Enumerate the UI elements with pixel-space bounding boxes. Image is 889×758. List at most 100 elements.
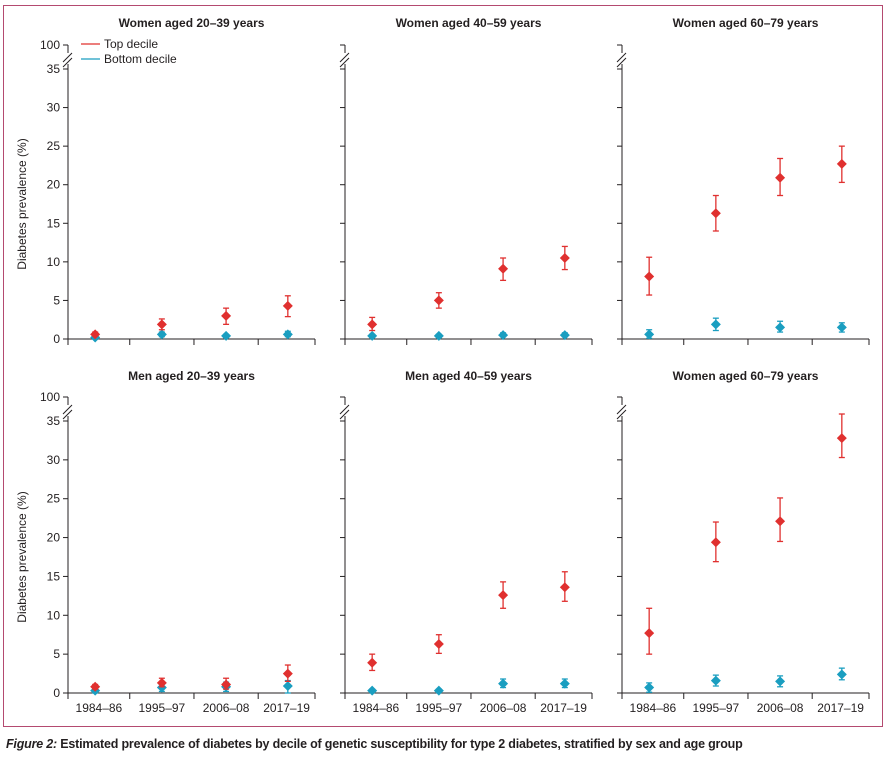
bottom-decile-point — [710, 319, 721, 330]
y-tick-label: 25 — [47, 492, 61, 506]
top-decile-point — [710, 537, 721, 548]
axis-break-mark — [62, 52, 73, 63]
top-decile-point — [644, 271, 655, 282]
bottom-decile-point — [644, 329, 655, 340]
y-tick-label: 5 — [53, 647, 60, 661]
y-tick-label: 30 — [47, 453, 61, 467]
y-tick-label: 5 — [53, 293, 60, 307]
panel-6: Women aged 60–79 years 1984–86 1995–97 2006… — [616, 369, 870, 715]
top-decile-point — [559, 253, 570, 263]
y-tick-label: 20 — [47, 178, 61, 192]
bottom-decile-point — [282, 681, 293, 692]
bottom-decile-point — [433, 685, 444, 696]
y-tick-label: 35 — [47, 62, 61, 76]
x-tick-label: 2017–19 — [817, 701, 864, 715]
panel-title: Women aged 60–79 years — [673, 369, 819, 383]
top-decile-point — [367, 657, 378, 668]
axis-break-mark — [616, 404, 627, 415]
x-tick-label: 1995–97 — [416, 701, 463, 715]
axis-break-mark — [339, 57, 350, 68]
y-tick-label: 20 — [47, 531, 61, 545]
bottom-decile-point — [221, 330, 232, 341]
axis-break-mark — [339, 404, 350, 415]
axis-break-mark — [339, 409, 350, 420]
y-tick-label: 25 — [47, 139, 61, 153]
axis-break-mark — [616, 52, 627, 63]
panel-2: Women aged 40–59 years — [339, 16, 593, 345]
bottom-decile-point — [367, 685, 378, 696]
bottom-decile-point — [282, 329, 293, 340]
bottom-decile-point — [367, 330, 378, 341]
top-decile-point — [775, 172, 786, 183]
top-decile-point — [367, 319, 378, 330]
legend-label: Bottom decile — [104, 52, 177, 66]
caption-label: Figure 2: — [6, 737, 57, 751]
panel-4: Men aged 20–39 years 0 5 10 15 20 25 30 35 100 Dia… — [15, 369, 316, 715]
top-decile-point — [156, 677, 167, 688]
axis-break-mark — [616, 57, 627, 68]
bottom-decile-point — [644, 682, 655, 693]
top-decile-point — [644, 628, 655, 639]
y-tick-label: 0 — [53, 686, 60, 700]
bottom-decile-point — [498, 330, 509, 341]
bottom-decile-point — [710, 675, 721, 686]
panel-title: Women aged 20–39 years — [119, 16, 265, 30]
bottom-decile-point — [559, 330, 570, 341]
y-tick-label: 0 — [53, 332, 60, 346]
x-tick-label: 2017–19 — [263, 701, 310, 715]
axis-break-mark — [62, 404, 73, 415]
y-tick-label: 10 — [47, 255, 61, 269]
top-decile-point — [433, 639, 444, 650]
bottom-decile-point — [836, 669, 847, 680]
top-decile-point — [775, 516, 786, 527]
top-decile-point — [282, 300, 293, 311]
panel-3: Women aged 60–79 years — [616, 16, 870, 345]
x-tick-label: 1995–97 — [139, 701, 186, 715]
bottom-decile-point — [559, 678, 570, 689]
top-decile-point — [282, 668, 293, 679]
x-tick-label: 2017–19 — [540, 701, 587, 715]
y-tick-label: 35 — [47, 414, 61, 428]
y-tick-label: 10 — [47, 608, 61, 622]
axis-break-mark — [616, 409, 627, 420]
top-decile-point — [90, 329, 101, 340]
bottom-decile-point — [498, 678, 509, 689]
figure-caption: Figure 2: Estimated prevalence of diabet… — [6, 737, 743, 751]
figure-frame — [3, 5, 883, 727]
panel-title: Men aged 20–39 years — [128, 369, 255, 383]
panel-1: Women aged 20–39 years 0 5 10 15 20 25 30 35 100 D… — [15, 16, 316, 346]
bottom-decile-point — [156, 329, 167, 340]
bottom-decile-point — [433, 330, 444, 341]
top-decile-point — [710, 208, 721, 219]
y-axis-label: Diabetes prevalence (%) — [15, 138, 29, 269]
top-decile-point — [836, 433, 847, 444]
top-decile-point — [221, 310, 232, 321]
x-tick-label: 1984–86 — [353, 701, 400, 715]
panel-5: Men aged 40–59 years 1984–86 1995–97 2006–0… — [339, 369, 593, 715]
top-decile-point — [433, 295, 444, 306]
panel-title: Men aged 40–59 years — [405, 369, 532, 383]
top-decile-point — [498, 590, 509, 601]
y-tick-label: 15 — [47, 216, 61, 230]
y-tick-label: 100 — [40, 390, 60, 404]
y-axis-label: Diabetes prevalence (%) — [15, 491, 29, 622]
x-tick-label: 2006–08 — [203, 701, 250, 715]
x-tick-label: 1995–97 — [693, 701, 740, 715]
panel-title: Women aged 40–59 years — [396, 16, 542, 30]
caption-text: Estimated prevalence of diabetes by deci… — [56, 737, 743, 751]
x-tick-label: 1984–86 — [630, 701, 677, 715]
bottom-decile-point — [836, 322, 847, 333]
legend-label: Top decile — [104, 37, 158, 51]
x-tick-label: 2006–08 — [757, 701, 804, 715]
bottom-decile-point — [775, 322, 786, 333]
y-tick-label: 15 — [47, 569, 61, 583]
y-tick-label: 100 — [40, 38, 60, 52]
top-decile-point — [90, 681, 101, 692]
x-tick-label: 1984–86 — [76, 701, 123, 715]
y-tick-label: 30 — [47, 101, 61, 115]
bottom-decile-point — [775, 676, 786, 687]
axis-break-mark — [62, 57, 73, 68]
axis-break-mark — [339, 52, 350, 63]
axis-break-mark — [62, 409, 73, 420]
top-decile-point — [221, 679, 232, 690]
